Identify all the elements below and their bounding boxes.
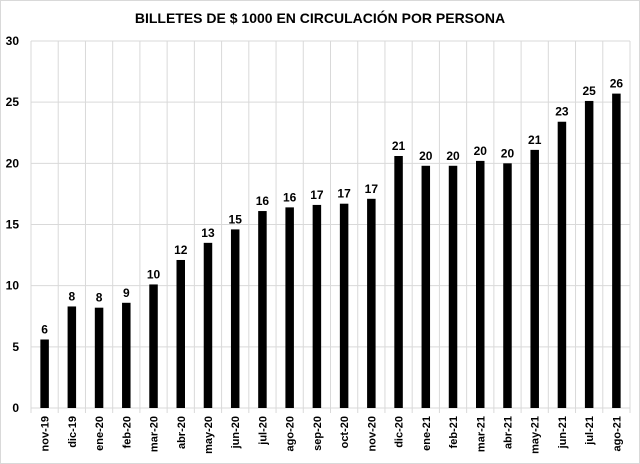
bar (122, 302, 131, 408)
y-tick-label: 25 (6, 95, 20, 109)
bar (176, 259, 185, 408)
x-tick-label: nov-20 (366, 416, 378, 451)
bar (612, 93, 621, 408)
data-label: 10 (147, 267, 161, 281)
data-label: 20 (446, 149, 460, 163)
bars (40, 93, 621, 409)
x-tick-label: ago-20 (285, 416, 297, 451)
data-label: 21 (528, 133, 542, 147)
bar (230, 229, 240, 408)
data-label: 26 (610, 77, 624, 91)
x-tick-label: abr-21 (502, 416, 514, 449)
data-label: 12 (174, 243, 188, 257)
chart-title: BILLETES DE $ 1000 EN CIRCULACIÓN POR PE… (135, 9, 505, 26)
bar (394, 155, 403, 408)
gridlines (30, 40, 631, 413)
x-tick-label: feb-21 (448, 416, 460, 448)
bar (584, 100, 594, 409)
bar (67, 306, 77, 408)
x-tick-label: jul-20 (257, 416, 269, 446)
x-tick-label: feb-20 (121, 416, 133, 448)
bar (312, 204, 322, 408)
x-tick-label: mar-20 (149, 416, 161, 452)
bar (367, 198, 376, 408)
bar (203, 242, 213, 408)
bar (476, 160, 485, 408)
x-tick-label: abr-20 (176, 416, 188, 449)
data-label: 25 (582, 84, 596, 98)
data-labels: 6 8 8 9 10 12 13 15 16 16 17 17 17 21 20 20 20 20 21 23 25 26 (41, 77, 623, 337)
x-tick-label: sep-20 (312, 416, 324, 451)
x-tick-label: jun-21 (557, 416, 569, 449)
y-tick-label: 15 (6, 218, 20, 232)
y-tick-label: 30 (6, 34, 20, 48)
bar (149, 284, 158, 408)
data-label: 8 (96, 291, 103, 305)
data-label: 13 (201, 226, 215, 240)
data-label: 16 (256, 194, 270, 208)
data-label: 17 (337, 187, 351, 201)
x-tick-label: dic-20 (394, 416, 406, 448)
data-label: 17 (310, 188, 324, 202)
x-tick-label: may-20 (203, 416, 215, 454)
data-label: 20 (419, 149, 433, 163)
bar (530, 149, 539, 409)
y-tick-label: 5 (12, 340, 19, 354)
data-label: 8 (68, 289, 75, 303)
x-tick-label: nov-19 (40, 416, 52, 451)
x-tick-label: jun-20 (230, 416, 242, 449)
data-label: 16 (283, 190, 297, 204)
data-label: 21 (392, 139, 406, 153)
bar (339, 203, 349, 408)
bar (285, 207, 294, 408)
bar (557, 121, 567, 409)
bar (448, 165, 458, 408)
bar (40, 339, 49, 408)
x-tick-label: ene-21 (421, 416, 433, 451)
data-label: 23 (555, 105, 569, 119)
x-tick-label: may-21 (530, 416, 542, 454)
data-label: 15 (229, 212, 243, 226)
y-axis: 0 5 10 15 20 25 30 (6, 34, 20, 415)
bar (421, 165, 431, 408)
y-tick-label: 10 (6, 279, 20, 293)
x-tick-label: ene-20 (94, 416, 106, 451)
x-tick-label: ago-21 (611, 416, 623, 451)
data-label: 9 (123, 286, 130, 300)
data-label: 20 (501, 146, 515, 160)
y-tick-label: 20 (6, 156, 20, 170)
data-label: 20 (474, 144, 488, 158)
x-tick-label: oct-20 (339, 416, 351, 448)
x-axis: nov-19 dic-19 ene-20 feb-20 mar-20 abr-20 may-… (40, 416, 624, 454)
y-tick-label: 0 (12, 401, 19, 415)
x-tick-label: mar-21 (475, 416, 487, 452)
bar (258, 211, 267, 408)
x-tick-label: jul-21 (584, 416, 596, 446)
bar (94, 307, 104, 408)
data-label: 6 (41, 322, 48, 336)
data-label: 17 (365, 182, 379, 196)
bar (503, 163, 512, 408)
x-tick-label: dic-19 (67, 416, 79, 448)
